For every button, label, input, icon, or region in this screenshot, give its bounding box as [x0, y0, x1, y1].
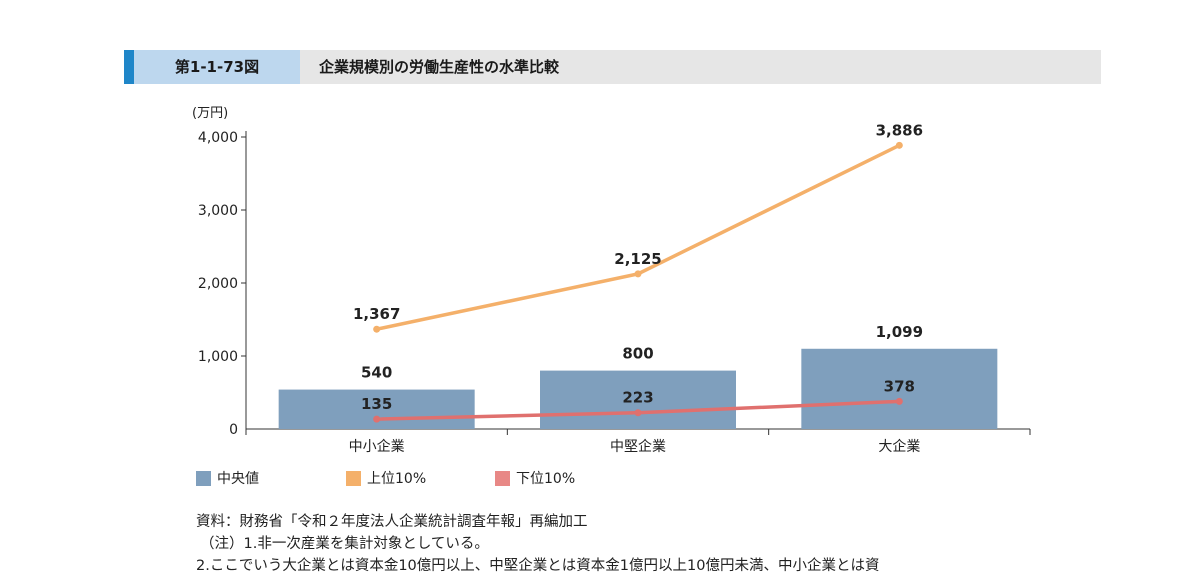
y-tick-label: 2,000 — [198, 276, 238, 292]
line-point — [373, 325, 381, 333]
legend-swatch-top10 — [346, 471, 361, 486]
line-data-label: 2,125 — [614, 250, 661, 268]
legend-label-bottom10: 下位10% — [516, 471, 576, 487]
line-data-label: 223 — [622, 389, 653, 407]
figure-number: 第1-1-73図 — [134, 50, 300, 84]
bar — [540, 370, 736, 429]
x-tick-label: 大企業 — [878, 438, 920, 455]
bar-data-label: 800 — [622, 345, 653, 363]
figure-header: 第1-1-73図 企業規模別の労働生産性の水準比較 — [124, 50, 1101, 84]
legend-label-median: 中央値 — [217, 471, 259, 487]
legend-item-top10: 上位10% — [346, 468, 426, 490]
header-accent-bar — [124, 50, 134, 84]
line-point — [634, 409, 642, 417]
bar — [801, 348, 998, 429]
y-tick-label: 1,000 — [198, 349, 238, 365]
notes: 資料：財務省「令和２年度法人企業統計調査年報」再編加工 （注）1.非一次産業を集… — [196, 511, 1196, 577]
line-data-label: 378 — [884, 377, 915, 395]
x-tick-label: 中小企業 — [349, 438, 405, 455]
x-tick-label: 中堅企業 — [610, 438, 666, 455]
figure-title: 企業規模別の労働生産性の水準比較 — [319, 58, 560, 76]
line-point — [895, 141, 903, 149]
legend-swatch-bottom10 — [495, 471, 510, 486]
line-data-label: 135 — [361, 395, 392, 413]
y-tick-label: 3,000 — [198, 203, 238, 219]
line-point — [634, 270, 642, 278]
legend-swatch-median — [196, 471, 211, 486]
line-point — [895, 397, 903, 405]
line-data-label: 3,886 — [876, 121, 923, 139]
source-note: 資料：財務省「令和２年度法人企業統計調査年報」再編加工 — [196, 514, 588, 530]
y-axis-label: (万円) — [192, 106, 228, 121]
legend-item-median: 中央値 — [196, 468, 259, 490]
bar-data-label: 1,099 — [876, 323, 923, 341]
legend-item-bottom10: 下位10% — [495, 468, 575, 490]
note-1: （注）1.非一次産業を集計対象としている。 — [200, 536, 489, 552]
bar-data-label: 540 — [361, 364, 392, 382]
line-top10 — [376, 143, 901, 331]
legend-label-top10: 上位10% — [367, 471, 427, 487]
note-2: 2.ここでいう大企業とは資本金10億円以上、中堅企業とは資本金1億円以上10億円… — [196, 558, 880, 574]
line-data-label: 1,367 — [353, 305, 400, 323]
y-tick-label: 4,000 — [198, 130, 238, 146]
y-tick-label: 0 — [229, 422, 238, 438]
line-point — [373, 415, 381, 423]
